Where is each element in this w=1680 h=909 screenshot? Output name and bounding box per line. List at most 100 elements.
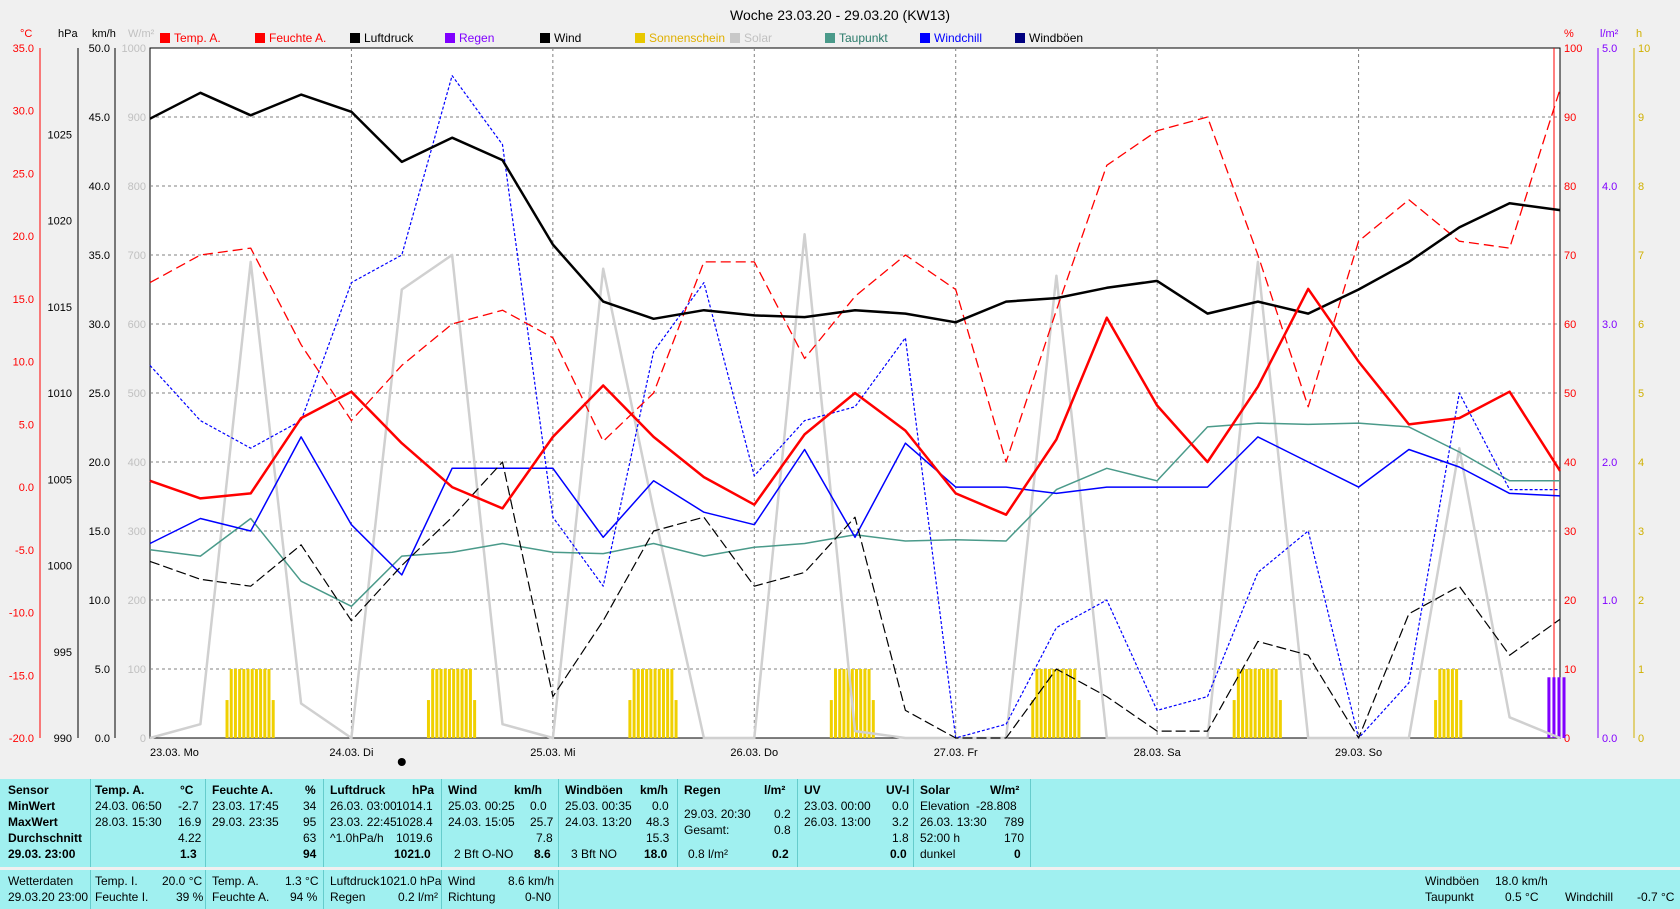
press-max-time: 23.03. 22:45	[330, 815, 397, 829]
gust-current-value: 18.0	[644, 847, 668, 861]
wind-current-bft: 2 Bft O-NO	[454, 847, 514, 861]
time-marker	[397, 758, 406, 766]
sunshine-bar	[460, 669, 464, 738]
row-label-max: MaxWert	[8, 815, 58, 829]
sunshine-bar	[842, 669, 846, 738]
current-richt-value: 0-N0	[525, 890, 552, 904]
solar-header: Solar	[920, 783, 951, 797]
pressure-axis-tick: 1015	[48, 302, 72, 314]
temp-unit: °C	[180, 783, 194, 797]
current-feuchtea-label: Feuchte A.	[212, 890, 270, 904]
wind-axis-tick: 0.0	[95, 733, 110, 745]
sun-axis-tick: 6	[1638, 319, 1644, 331]
chart-title: Woche 23.03.20 - 29.03.20 (KW13)	[730, 7, 950, 23]
rain-max-value: 0.2	[774, 807, 791, 821]
press-min-value: 1014.1	[396, 799, 433, 813]
humidity-axis-tick: 80	[1564, 181, 1576, 193]
sunshine-bar	[1069, 669, 1073, 738]
sun-axis-tick: 4	[1638, 457, 1644, 469]
temp-axis-tick: 10.0	[13, 357, 34, 369]
sunshine-bar	[1048, 669, 1052, 738]
sunshine-bar	[1031, 700, 1035, 738]
wind-min-time: 25.03. 00:25	[448, 799, 515, 813]
temp-axis-tick: 20.0	[13, 231, 34, 243]
legend-label: Luftdruck	[364, 31, 414, 45]
x-tick-label: 26.03. Do	[730, 747, 778, 759]
current-wchill-value: -0.7 °C	[1637, 890, 1675, 904]
sunshine-bar	[1278, 700, 1282, 738]
solar-state: dunkel	[920, 847, 956, 861]
rain-total-value: 0.8	[774, 823, 791, 837]
press-max-value: 1028.4	[396, 815, 433, 829]
humidity-axis-tick: 70	[1564, 250, 1576, 262]
sunshine-bar	[229, 669, 233, 738]
pressure-axis-tick: 1005	[48, 474, 72, 486]
solar-unit: W/m²	[990, 783, 1020, 797]
current-boe-label: Windböen	[1425, 874, 1480, 888]
temp-axis-tick: 5.0	[19, 419, 34, 431]
sunshine-bar	[645, 669, 649, 738]
x-tick-label: 24.03. Di	[329, 747, 373, 759]
humidity-axis-tick: 20	[1564, 595, 1576, 607]
sunshine-bar	[670, 669, 674, 738]
gust-unit: km/h	[640, 783, 669, 797]
current-regen-value: 0.2 l/m²	[398, 890, 439, 904]
hum-unit: %	[305, 783, 316, 797]
sunshine-bar	[1274, 669, 1278, 738]
sunshine-bar	[1035, 669, 1039, 738]
rain-max-time: 29.03. 20:30	[684, 807, 751, 821]
sunshine-bar	[829, 700, 833, 738]
current-wind-value: 8.6 km/h	[508, 874, 555, 888]
series-windb-en	[149, 75, 1560, 739]
temp-axis-tick: 0.0	[19, 482, 34, 494]
legend-label: Solar	[744, 31, 772, 45]
sunshine-bar	[1241, 669, 1245, 738]
temp-current-value: 1.3	[180, 847, 197, 861]
temp-axis-tick: 30.0	[13, 106, 34, 118]
press-trend: ^1.0hPa/h	[330, 831, 384, 845]
sunshine-bar	[1446, 669, 1450, 738]
solar-axis-tick: 700	[128, 250, 146, 262]
legend-label: Wind	[554, 31, 581, 45]
wind-axis-tick: 25.0	[89, 388, 110, 400]
hum-min-value: 34	[303, 799, 317, 813]
temp-axis-tick: 25.0	[13, 168, 34, 180]
current-luft-label: Luftdruck	[330, 874, 380, 888]
press-unit: hPa	[412, 783, 435, 797]
solar-axis-tick: 400	[128, 457, 146, 469]
sun-axis-tick: 10	[1638, 43, 1650, 55]
legend-label: Feuchte A.	[269, 31, 326, 45]
sunshine-bar	[871, 700, 875, 738]
sunshine-bar	[1236, 669, 1240, 738]
row-label-current: 29.03. 23:00	[8, 847, 76, 861]
humidity-axis-tick: 30	[1564, 526, 1576, 538]
solar-elevation-label: Elevation	[920, 799, 970, 813]
legend-label: Windchill	[934, 31, 982, 45]
axis-unit: %	[1564, 28, 1574, 40]
current-taup-label: Taupunkt	[1425, 890, 1474, 904]
wind-avg-value: 7.8	[536, 831, 553, 845]
sunshine-bar	[863, 669, 867, 738]
sunshine-bar	[435, 669, 439, 738]
sunshine-bar	[263, 669, 267, 738]
solar-axis-tick: 300	[128, 526, 146, 538]
sunshine-bar	[666, 669, 670, 738]
sunshine-bar	[1232, 700, 1236, 738]
gust-current-bft: 3 Bft NO	[571, 847, 618, 861]
sun-axis-tick: 2	[1638, 595, 1644, 607]
humidity-axis-tick: 40	[1564, 457, 1576, 469]
axes: 35.030.025.020.015.010.05.00.0-5.0-10.0-…	[9, 28, 1650, 745]
solar-current-value: 0	[1014, 847, 1021, 861]
legend-swatch	[255, 33, 265, 43]
sunshine-bar	[225, 700, 229, 738]
uv-header: UV	[804, 783, 821, 797]
sunshine-bar	[242, 669, 246, 738]
humidity-axis-tick: 100	[1564, 43, 1582, 55]
sunshine-bar	[636, 669, 640, 738]
sunshine-bar	[1434, 700, 1438, 738]
rain-bar	[1547, 677, 1551, 738]
wind-axis-tick: 50.0	[89, 43, 110, 55]
uv-min-time: 23.03. 00:00	[804, 799, 871, 813]
sun-axis-tick: 5	[1638, 388, 1644, 400]
legend-swatch	[350, 33, 360, 43]
